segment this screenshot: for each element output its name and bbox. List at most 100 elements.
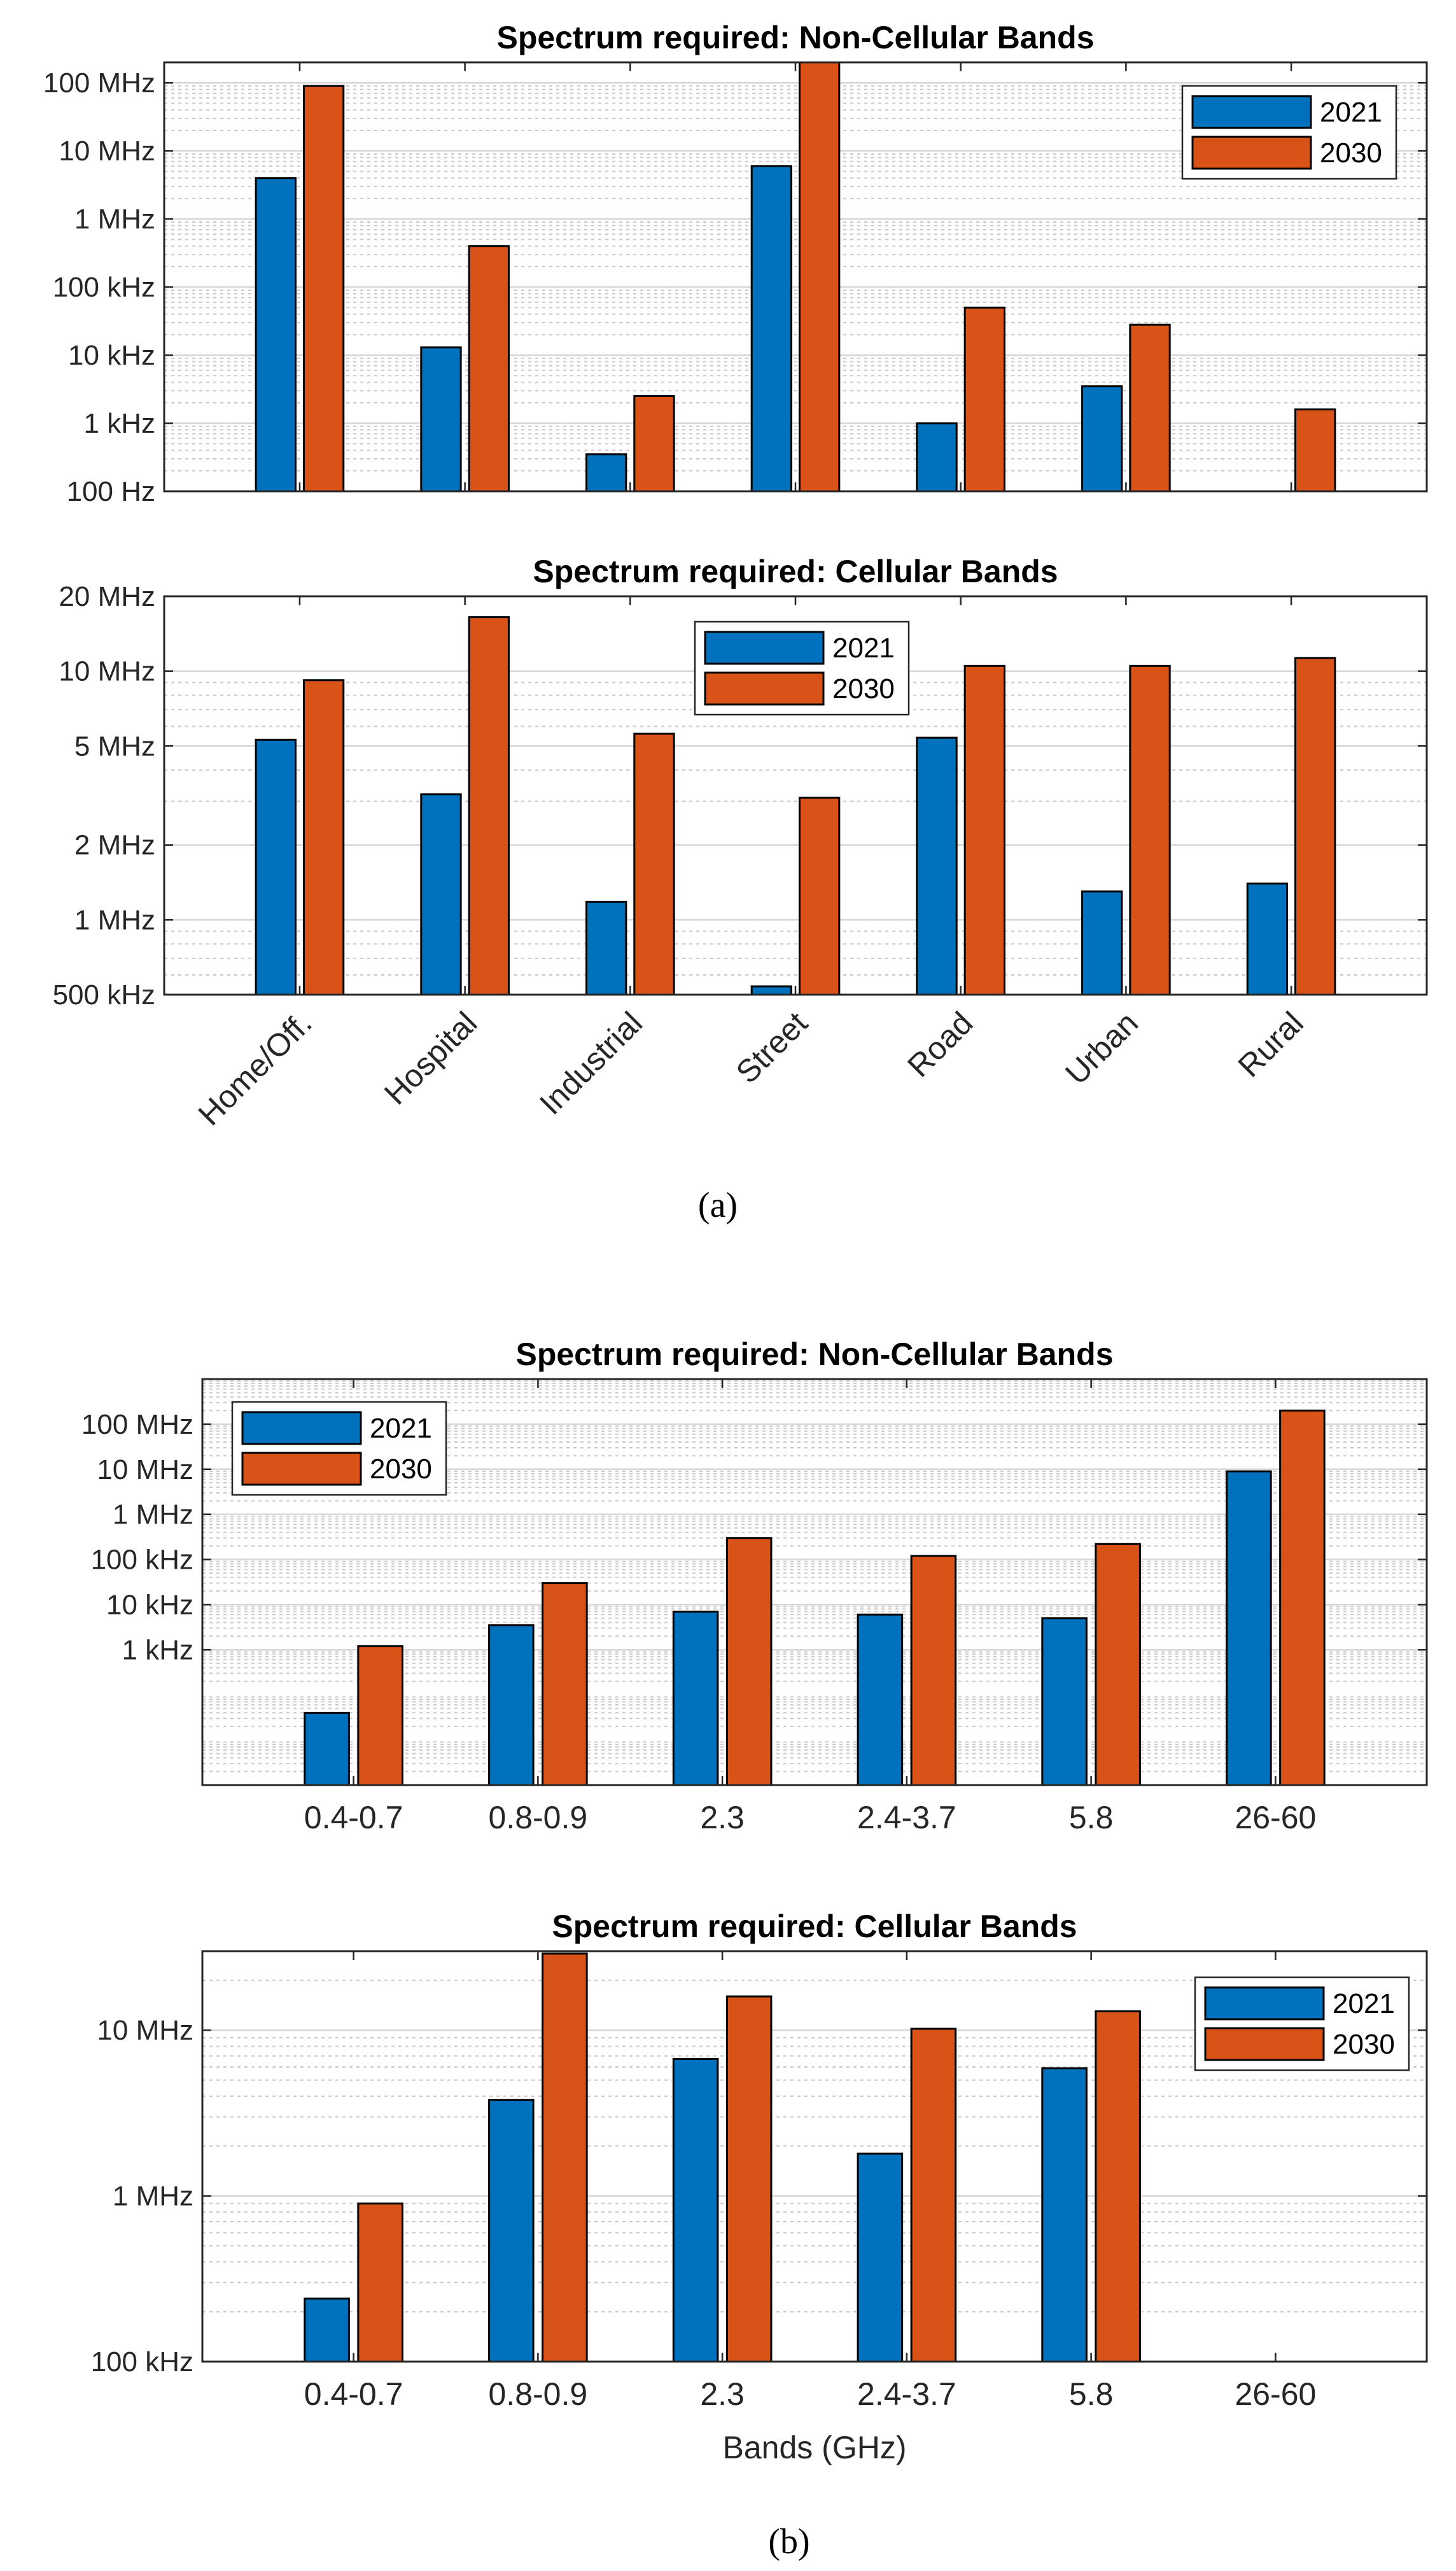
legend-swatch-2030 [241, 1452, 362, 1486]
y-tick-label: 10 MHz [59, 136, 155, 167]
legend-label-2021: 2021 [1333, 1988, 1395, 2019]
bar-2021-0.8-0.9 [488, 2099, 535, 2363]
bar-2021-Rural [1246, 882, 1289, 996]
bar-2021-Hospital [420, 793, 462, 996]
y-tick-label: 5 MHz [74, 731, 155, 762]
bar-2030-5.8 [1095, 2010, 1141, 2363]
bar-2030-2.4-3.7 [910, 1555, 957, 1786]
legend-label-2021: 2021 [832, 633, 895, 664]
bar-2030-2.3 [725, 1995, 773, 2363]
bar-2030-Home/Off. [302, 679, 345, 996]
axes-frame [201, 1378, 1428, 1786]
x-tick-label: Road [900, 1005, 979, 1084]
y-tick-label: 100 kHz [91, 2346, 193, 2378]
legend-label-2030: 2030 [832, 673, 895, 704]
legend-swatch-2021 [241, 1411, 362, 1445]
bar-2021-Industrial [585, 453, 627, 493]
chart-title: Spectrum required: Cellular Bands [552, 1909, 1077, 1944]
legend-label-2021: 2021 [370, 1413, 432, 1444]
chart-a-non-cellular: 100 Hz 1 kHz 10 kHz 100 kHz 1 MHz 10 MHz 100 M… [43, 20, 1428, 507]
x-tick-label: Industrial [533, 1005, 649, 1121]
legend-label-2030: 2030 [370, 1454, 432, 1485]
y-tick-label: 100 MHz [81, 1409, 193, 1440]
x-tick-label: 5.8 [1069, 2376, 1114, 2412]
bar-2021-0.8-0.9 [488, 1624, 535, 1786]
axes-frame [201, 1950, 1428, 2363]
legend-label-2030: 2030 [1333, 2029, 1395, 2060]
bar-2030-2.3 [725, 1537, 773, 1786]
x-tick-label: 2.4-3.7 [857, 2376, 956, 2412]
bar-2021-Home/Off. [255, 738, 297, 996]
x-tick-label: 0.8-0.9 [489, 1800, 588, 1835]
x-tick-label: 0.4-0.7 [304, 1800, 403, 1835]
legend-swatch-2021 [704, 631, 825, 665]
bar-2030-Home/Off. [302, 85, 345, 493]
bar-2021-26-60 [1226, 1470, 1272, 1786]
x-tick-label: 5.8 [1069, 1800, 1114, 1835]
caption-b: (b) [768, 2522, 809, 2561]
bar-2030-0.8-0.9 [542, 1952, 588, 2363]
y-tick-label: 100 kHz [91, 1545, 193, 1576]
bar-2021-Road [916, 422, 958, 493]
bar-2021-5.8 [1041, 2067, 1088, 2363]
legend-label-2021: 2021 [1320, 97, 1382, 128]
bar-2021-2.3 [672, 1610, 719, 1786]
caption-a: (a) [698, 1186, 738, 1225]
y-tick-label: 10 MHz [97, 1454, 193, 1485]
legend-swatch-2021 [1204, 1986, 1325, 2021]
bar-2030-0.4-0.7 [357, 2203, 403, 2363]
bar-2021-5.8 [1041, 1617, 1088, 1786]
y-tick-label: 1 MHz [74, 904, 155, 935]
chart-a-cellular: 500 kHz 1 MHz 2 MHz 5 MHz 10 MHz 20 MHz Home/O… [53, 554, 1428, 1132]
legend-swatch-2030 [1191, 136, 1312, 170]
bar-2030-Rural [1294, 657, 1336, 996]
y-tick-label: 10 kHz [106, 1589, 193, 1620]
y-tick-label: 2 MHz [74, 830, 155, 861]
legend: 2021 2030 [231, 1401, 447, 1496]
chart-title: Spectrum required: Cellular Bands [533, 554, 1058, 589]
y-tick-label: 100 Hz [67, 476, 155, 507]
bar-2030-2.4-3.7 [910, 2028, 957, 2363]
bar-2021-Street [750, 165, 793, 493]
bar-2021-Industrial [585, 900, 627, 996]
legend-swatch-2030 [704, 671, 825, 706]
x-tick-label: 2.3 [700, 1800, 745, 1835]
bar-2021-Home/Off. [255, 177, 297, 493]
legend: 2021 2030 [1181, 85, 1397, 180]
bar-2030-0.4-0.7 [357, 1645, 403, 1786]
x-tick-label: 0.4-0.7 [304, 2376, 403, 2412]
bar-2021-Hospital [420, 346, 462, 493]
chart-b-non-cellular: 1 kHz 10 kHz 100 kHz 1 MHz 10 MHz 100 MHz 0.4-… [81, 1336, 1428, 1835]
bar-2021-Road [916, 736, 958, 996]
axes-frame [163, 595, 1428, 996]
y-tick-label: 1 kHz [122, 1634, 193, 1665]
bar-2030-Urban [1129, 664, 1171, 996]
x-tick-label: 26-60 [1235, 2376, 1316, 2412]
bar-2030-Street [798, 796, 841, 996]
x-axis-label: Bands (GHz) [723, 2430, 907, 2465]
bar-2021-2.4-3.7 [857, 1613, 904, 1786]
y-tick-label: 10 MHz [59, 656, 155, 687]
bar-2030-26-60 [1279, 1410, 1326, 1786]
x-tick-label: Street [729, 1005, 815, 1090]
y-tick-label: 100 kHz [53, 272, 155, 303]
bar-2030-Industrial [633, 732, 675, 996]
bar-2030-Industrial [633, 395, 675, 493]
y-tick-label: 1 MHz [113, 2181, 193, 2212]
bar-2021-0.4-0.7 [304, 1711, 350, 1786]
bar-2030-Hospital [468, 245, 510, 493]
bar-2030-5.8 [1095, 1543, 1141, 1786]
y-tick-label: 500 kHz [53, 979, 155, 1011]
y-tick-label: 1 MHz [113, 1499, 193, 1531]
bar-2030-0.8-0.9 [542, 1582, 588, 1786]
y-tick-label: 10 MHz [97, 2015, 193, 2046]
x-tick-label: Urban [1058, 1005, 1145, 1091]
bar-2021-2.4-3.7 [857, 2152, 904, 2363]
x-tick-label: Hospital [377, 1005, 484, 1111]
x-tick-label: 0.8-0.9 [489, 2376, 588, 2412]
y-tick-label: 1 MHz [74, 204, 155, 235]
legend-label-2030: 2030 [1320, 137, 1382, 169]
y-tick-label: 20 MHz [59, 581, 155, 612]
legend: 2021 2030 [694, 620, 910, 716]
